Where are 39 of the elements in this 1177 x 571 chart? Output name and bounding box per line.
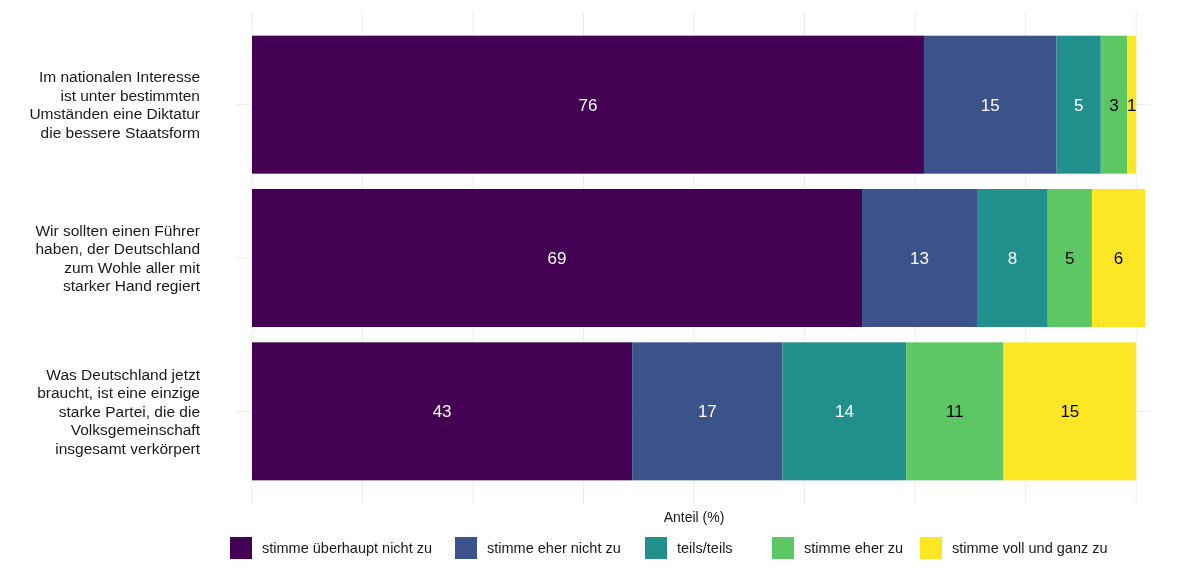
bar [1127,35,1137,174]
bar [632,342,783,481]
data-label: 15 [1060,402,1080,422]
legend-label: stimme überhaupt nicht zu [262,540,433,557]
data-label: 13 [910,248,929,268]
data-label: 5 [1065,248,1075,268]
x-axis-title: Anteil (%) [663,508,725,525]
bar [252,35,924,174]
data-label: 5 [1073,95,1084,115]
bar [977,189,1048,327]
legend-label: teils/teils [677,540,733,557]
bar [252,342,633,481]
data-label: 3 [1109,95,1119,115]
bar [1100,35,1128,174]
bar [923,35,1057,174]
data-label: 6 [1113,248,1124,268]
data-label: 43 [432,402,452,422]
bar [862,189,978,327]
legend-label: stimme eher zu [804,540,904,557]
data-label: 69 [547,248,567,268]
y-tick-label: Im nationalen Interesse ist unter bestimmten Umständen eine Diktatur die bessere Staatsform [29,68,200,141]
bar [782,342,907,481]
bar [1056,35,1101,174]
legend-label: stimme voll und ganz zu [952,540,1108,557]
bar [1091,189,1145,327]
y-tick-label: Was Deutschland jetzt braucht, ist eine einzige starke Partei, die die Volksgemeinschaft insgesamt verkörpert [37,365,201,457]
data-label: 11 [946,402,964,422]
data-label: 15 [980,95,1000,115]
data-label: 14 [834,402,854,422]
bar [252,189,863,327]
data-label: 8 [1007,248,1018,268]
bar [1003,342,1137,481]
y-tick-label: Wir sollten einen Führer haben, der Deutschland zum Wohle aller mit starker Hand regiert [35,221,201,295]
legend-label: stimme eher nicht zu [487,540,621,557]
data-label: 17 [697,402,717,422]
data-label: 76 [578,95,598,115]
data-label: 1 [1127,95,1137,115]
bar [906,342,1004,481]
bar [1047,189,1092,327]
